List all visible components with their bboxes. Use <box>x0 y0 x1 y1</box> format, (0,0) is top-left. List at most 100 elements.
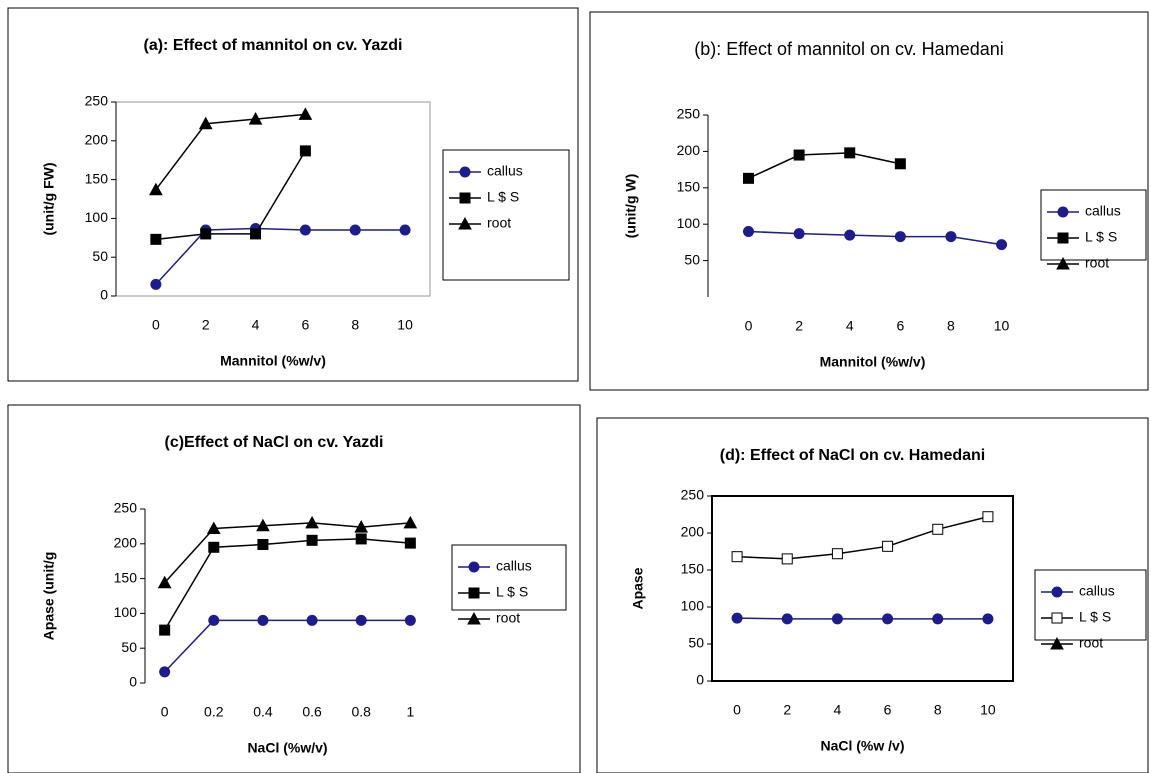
legend-label: L $ S <box>1079 609 1111 625</box>
point <box>1056 256 1070 270</box>
point <box>305 515 319 529</box>
y-tick-label: 100 <box>85 209 109 225</box>
x-tick-label: 0 <box>152 317 160 333</box>
point <box>468 561 480 573</box>
point <box>945 231 957 243</box>
point <box>844 147 856 159</box>
x-tick-label: 0 <box>161 704 169 720</box>
point <box>150 233 162 245</box>
point <box>996 239 1008 251</box>
y-tick-label: 0 <box>696 672 704 688</box>
y-tick-label: 250 <box>677 106 701 122</box>
y-tick-label: 150 <box>114 569 138 585</box>
x-tick-label: 0.4 <box>253 704 273 720</box>
y-tick-label: 150 <box>681 561 705 577</box>
legend-box <box>451 544 567 611</box>
legend-label: L $ S <box>496 584 528 600</box>
point <box>781 613 793 625</box>
x-tick-label: 8 <box>351 317 359 333</box>
point <box>742 172 754 184</box>
x-tick-label: 0 <box>733 702 741 718</box>
chart-title: (b): Effect of mannitol on cv. Hamedani <box>694 39 1003 59</box>
chart-title: (d): Effect of NaCl on cv. Hamedani <box>720 447 986 464</box>
x-tick-label: 0 <box>745 318 753 334</box>
chart-panel: (d): Effect of NaCl on cv. Hamedani 0 50 10… <box>596 417 1149 773</box>
x-tick-label: 10 <box>994 318 1010 334</box>
point <box>458 216 472 230</box>
point <box>403 515 418 529</box>
x-tick-label: 8 <box>947 318 955 334</box>
point <box>731 551 743 563</box>
legend-label: root <box>487 215 511 231</box>
point <box>1051 586 1063 598</box>
panel-border <box>7 7 579 382</box>
point <box>882 540 894 552</box>
legend-box <box>1040 189 1147 261</box>
point <box>198 116 213 130</box>
x-tick-label: 0.6 <box>302 704 322 720</box>
point <box>1057 206 1069 218</box>
y-axis-label: (unit/g W) <box>623 174 639 239</box>
point <box>894 158 906 170</box>
y-tick-label: 100 <box>677 215 701 231</box>
y-tick-label: 50 <box>684 251 700 267</box>
x-axis-label: NaCl (%w /v) <box>820 738 904 754</box>
point <box>844 229 856 241</box>
point <box>468 587 480 599</box>
legend-label: root <box>1079 635 1103 651</box>
y-tick-label: 250 <box>85 93 109 109</box>
series-line <box>737 515 989 560</box>
point <box>399 224 411 236</box>
series-line <box>737 617 988 620</box>
y-axis-label: (unit/g FW) <box>41 162 57 235</box>
legend-label: root <box>1085 255 1109 271</box>
point <box>208 614 220 626</box>
x-tick-label: 6 <box>896 318 904 334</box>
series-line <box>155 227 406 285</box>
y-tick-label: 100 <box>681 598 705 614</box>
y-tick-label: 250 <box>114 500 138 516</box>
series-line <box>164 522 411 584</box>
plot-frame <box>711 495 1014 682</box>
y-tick-label: 50 <box>121 639 137 655</box>
legend-label: callus <box>487 163 523 179</box>
point <box>354 520 369 533</box>
point <box>932 523 944 535</box>
series-line <box>748 152 901 180</box>
x-axis-label: Mannitol (%w/v) <box>220 353 326 369</box>
point <box>404 537 416 549</box>
x-tick-label: 8 <box>934 702 942 718</box>
point <box>299 224 311 236</box>
y-tick-label: 50 <box>92 248 108 264</box>
point <box>355 614 367 626</box>
point <box>257 538 269 550</box>
point <box>299 145 311 157</box>
point <box>742 225 754 237</box>
legend-label: L $ S <box>1085 229 1117 245</box>
point <box>306 534 318 546</box>
point <box>882 613 894 625</box>
point <box>250 228 262 240</box>
legend-label: L $ S <box>487 189 519 205</box>
x-tick-label: 2 <box>795 318 803 334</box>
point <box>831 548 843 560</box>
x-tick-label: 4 <box>846 318 854 334</box>
point <box>831 613 843 625</box>
plot-frame <box>115 101 431 297</box>
point <box>1051 612 1063 624</box>
point <box>208 541 220 553</box>
x-tick-label: 10 <box>397 317 413 333</box>
point <box>1057 232 1069 244</box>
series-line <box>164 619 411 673</box>
point <box>206 521 221 534</box>
legend-box <box>1034 569 1147 641</box>
x-tick-label: 4 <box>252 317 260 333</box>
x-tick-label: 0.2 <box>204 704 224 720</box>
x-tick-label: 1 <box>406 704 414 720</box>
x-tick-label: 6 <box>301 317 309 333</box>
x-tick-label: 2 <box>202 317 210 333</box>
point <box>982 511 994 523</box>
y-tick-label: 0 <box>129 674 137 690</box>
point <box>467 611 481 625</box>
